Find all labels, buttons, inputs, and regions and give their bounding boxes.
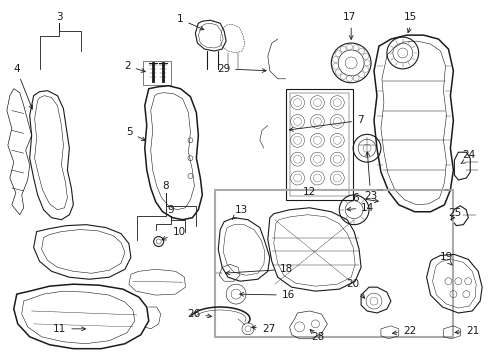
Text: 5: 5	[126, 127, 146, 141]
Text: 4: 4	[13, 64, 33, 109]
Text: 24: 24	[462, 150, 476, 160]
Text: 1: 1	[177, 14, 204, 30]
Text: 9: 9	[167, 205, 174, 215]
Text: 20: 20	[346, 279, 365, 298]
Text: 17: 17	[343, 12, 356, 22]
Text: 7: 7	[290, 116, 364, 131]
Text: 25: 25	[448, 208, 462, 218]
Text: 26: 26	[187, 309, 212, 319]
Text: 23: 23	[364, 152, 377, 201]
Text: 18: 18	[226, 264, 293, 275]
Text: 13: 13	[232, 205, 248, 220]
Text: 22: 22	[392, 326, 416, 336]
Text: 3: 3	[56, 12, 63, 22]
Text: 21: 21	[455, 326, 480, 336]
Text: 11: 11	[53, 324, 85, 334]
Text: 2: 2	[124, 61, 145, 72]
Text: 19: 19	[440, 252, 453, 262]
Bar	[290, 93, 349, 196]
Text: 28: 28	[311, 332, 324, 342]
Text: 6: 6	[352, 193, 378, 203]
Text: 10: 10	[162, 226, 186, 240]
Text: 8: 8	[162, 181, 169, 191]
Bar	[143, 61, 171, 85]
Bar	[286, 89, 353, 200]
Text: 15: 15	[404, 12, 417, 22]
Bar	[215, 190, 453, 337]
Text: 27: 27	[252, 324, 275, 334]
Text: 29: 29	[217, 64, 266, 74]
Text: 14: 14	[347, 203, 374, 213]
Text: 12: 12	[303, 187, 316, 197]
Text: 16: 16	[240, 290, 295, 300]
